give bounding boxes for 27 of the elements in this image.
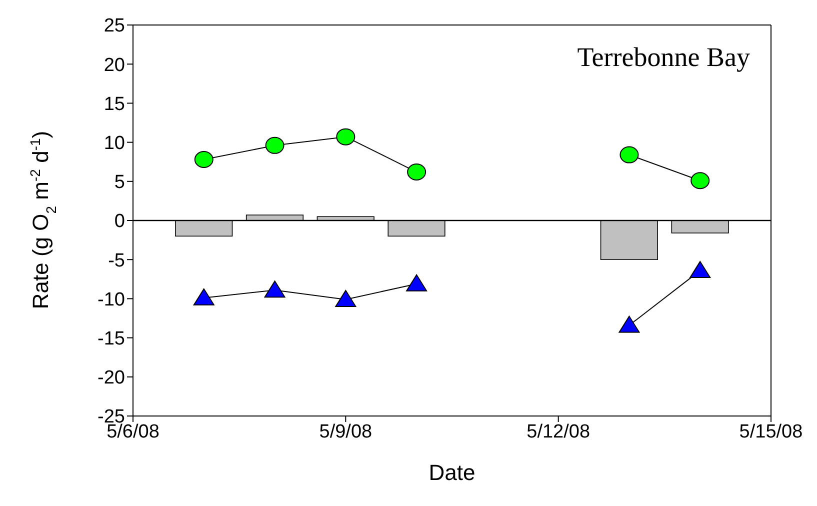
y-tick-label: -15 (98, 328, 125, 350)
y-tick-label: 5 (114, 172, 125, 194)
y-tick-label: -20 (98, 368, 125, 389)
point (690, 172, 710, 190)
point (407, 164, 426, 181)
y-tick-label: -10 (98, 289, 125, 310)
point (336, 128, 356, 146)
x-tick-label: 5/12/08 (526, 421, 590, 442)
x-tick-label: 5/9/08 (319, 421, 372, 442)
y-tick-label: 20 (104, 54, 125, 76)
y-tick-label: 15 (104, 94, 125, 115)
y-tick-label: -5 (108, 250, 125, 272)
point (335, 290, 356, 307)
point (618, 316, 640, 333)
x-tick-label: 5/15/08 (739, 421, 803, 442)
point (406, 274, 428, 292)
point (620, 146, 639, 164)
x-axis-title: Date (428, 460, 476, 485)
point (264, 280, 286, 298)
y-tick-label: 25 (104, 16, 125, 37)
y-tick-label: 0 (114, 211, 125, 232)
point (193, 288, 214, 306)
point (194, 151, 214, 168)
point (265, 136, 284, 154)
point (690, 261, 711, 278)
y-tick-label: 10 (104, 133, 125, 154)
annotation: Terrebonne Bay (577, 42, 750, 73)
